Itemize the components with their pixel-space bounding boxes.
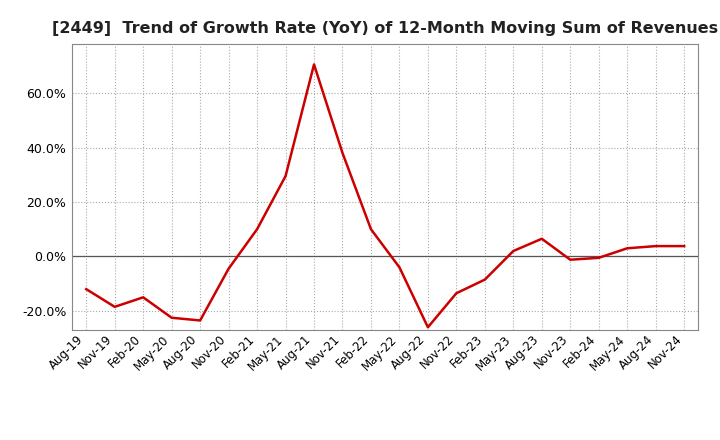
Title: [2449]  Trend of Growth Rate (YoY) of 12-Month Moving Sum of Revenues: [2449] Trend of Growth Rate (YoY) of 12-… bbox=[52, 21, 719, 36]
